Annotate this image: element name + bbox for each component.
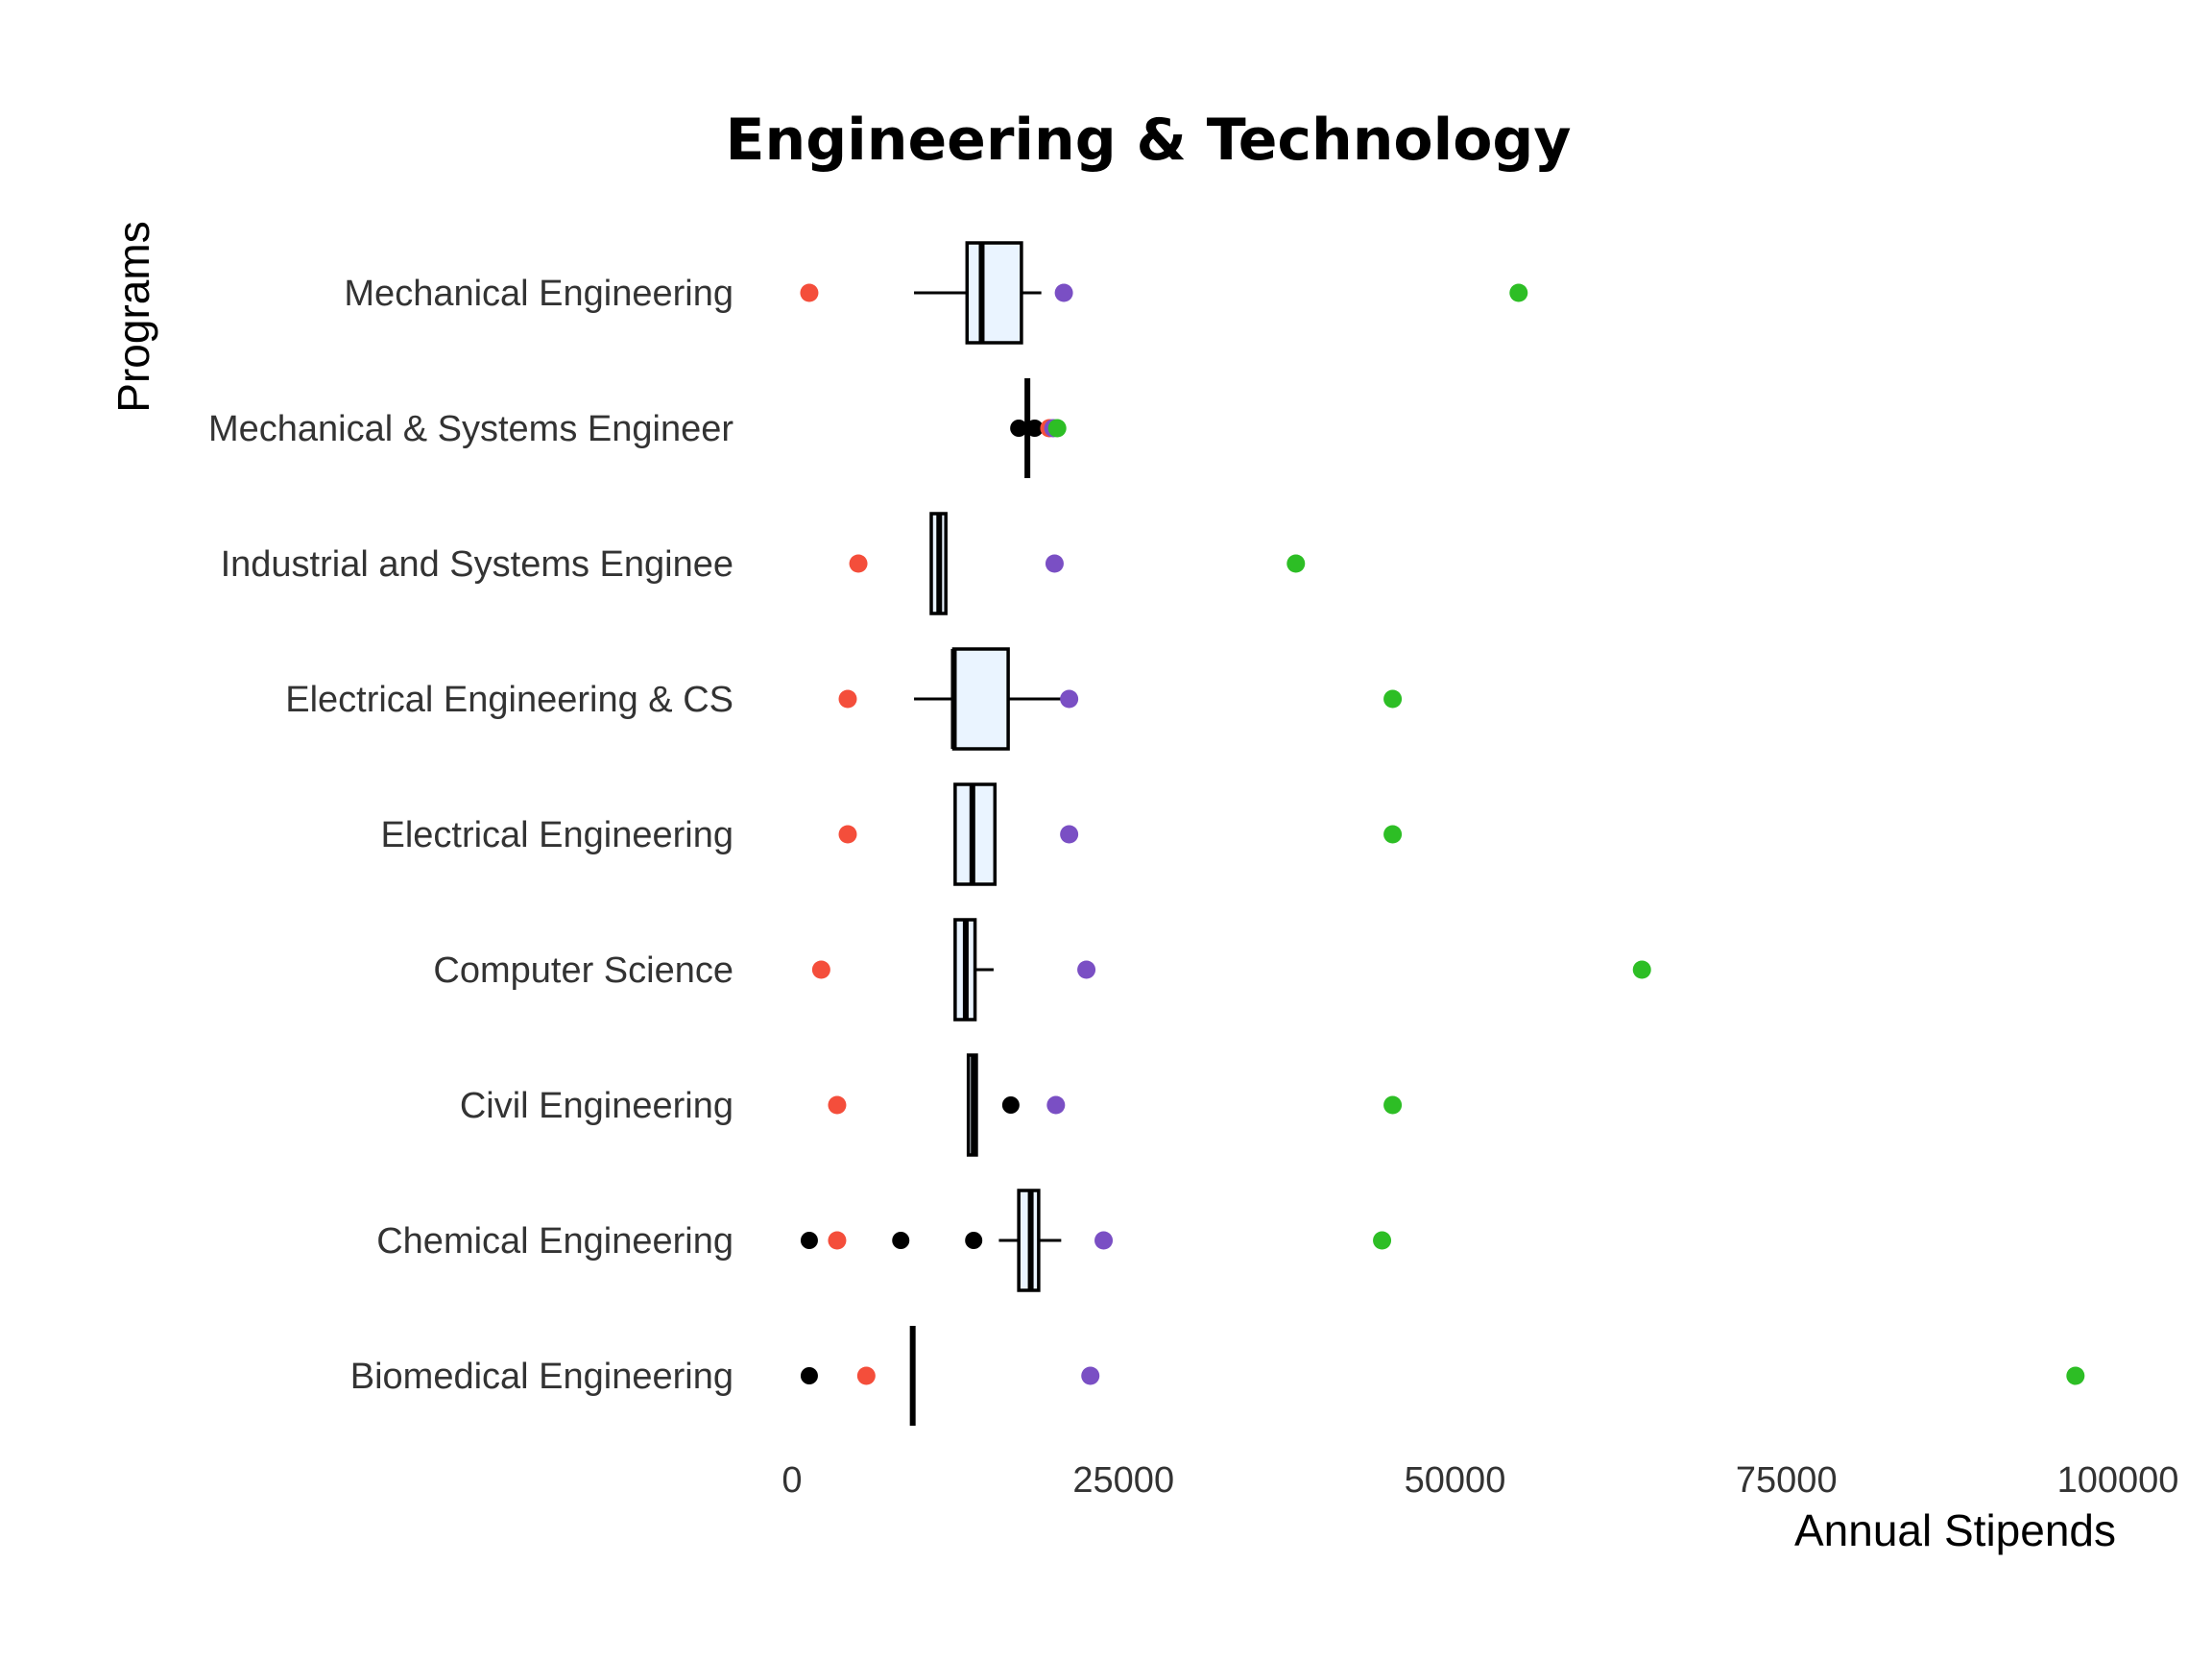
- category-label: Computer Science: [433, 950, 733, 991]
- x-tick-label: 100000: [2057, 1460, 2179, 1501]
- category-label: Mechanical Engineering: [344, 274, 733, 314]
- box-iqr: [951, 647, 1010, 751]
- purple-point: [1046, 1095, 1066, 1115]
- purple-point: [1081, 1366, 1100, 1385]
- red-point: [856, 1366, 876, 1385]
- red-point: [800, 283, 819, 302]
- box-iqr: [965, 241, 1023, 345]
- x-tick-label: 0: [781, 1460, 802, 1501]
- green-point: [2066, 1366, 2085, 1385]
- red-point: [811, 960, 830, 979]
- category-label: Chemical Engineering: [376, 1221, 733, 1262]
- y-axis-title: Programs: [108, 221, 158, 412]
- outlier-point: [965, 1232, 983, 1249]
- green-point: [1383, 825, 1403, 844]
- category-label: Electrical Engineering & CS: [285, 680, 733, 720]
- green-point: [1632, 960, 1651, 979]
- purple-point: [1054, 283, 1073, 302]
- outlier-point: [800, 1367, 818, 1384]
- box-plot: [966, 1053, 1020, 1157]
- data-points: [800, 283, 2085, 1385]
- category-label: Mechanical & Systems Engineer: [208, 409, 733, 449]
- box-plot: [953, 918, 994, 1022]
- red-point: [849, 554, 868, 573]
- green-point: [1509, 283, 1528, 302]
- outlier-point: [1025, 420, 1044, 437]
- x-axis-ticks: 0 25000 50000 75000 100000: [781, 1460, 2178, 1501]
- outlier-point: [1010, 420, 1028, 437]
- category-label: Industrial and Systems Enginee: [221, 544, 733, 585]
- red-point: [838, 689, 857, 709]
- category-label: Biomedical Engineering: [350, 1357, 733, 1397]
- box-plot: [800, 1189, 1062, 1292]
- outlier-point: [800, 1232, 818, 1249]
- category-labels: Mechanical Engineering Mechanical & Syste…: [208, 274, 733, 1397]
- purple-point: [1094, 1231, 1114, 1250]
- purple-point: [1060, 825, 1079, 844]
- red-point: [828, 1095, 847, 1115]
- box-plots: [800, 241, 1065, 1426]
- box-plot: [929, 512, 948, 615]
- purple-point: [1077, 960, 1096, 979]
- green-point: [1383, 689, 1403, 709]
- x-axis-title: Annual Stipends: [1794, 1505, 2116, 1555]
- x-tick-label: 25000: [1072, 1460, 1174, 1501]
- green-point: [1047, 419, 1067, 438]
- box-plot: [914, 647, 1065, 751]
- chart-title: Engineering & Technology: [726, 107, 1572, 174]
- green-point: [1373, 1231, 1392, 1250]
- box-plot: [800, 1326, 916, 1426]
- outlier-point: [1001, 1096, 1020, 1114]
- red-point: [828, 1231, 847, 1250]
- category-label: Electrical Engineering: [380, 815, 733, 855]
- x-tick-label: 50000: [1405, 1460, 1506, 1501]
- box-plot: [1010, 378, 1044, 478]
- purple-point: [1045, 554, 1064, 573]
- purple-point: [1060, 689, 1079, 709]
- green-point: [1383, 1095, 1403, 1115]
- box-plot: [953, 782, 998, 886]
- green-point: [1286, 554, 1306, 573]
- category-label: Civil Engineering: [460, 1086, 733, 1126]
- red-point: [838, 825, 857, 844]
- x-tick-label: 75000: [1736, 1460, 1838, 1501]
- outlier-point: [892, 1232, 910, 1249]
- box-plot: [914, 241, 1042, 345]
